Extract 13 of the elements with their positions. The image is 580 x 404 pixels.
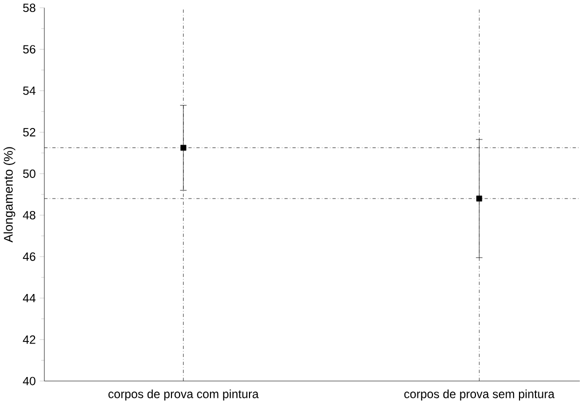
y-tick-label: 54	[23, 86, 36, 95]
x-tick-label: corpos de prova com pintura	[108, 389, 259, 400]
y-tick-label: 40	[22, 376, 36, 386]
y-tick-label: 42	[22, 335, 36, 344]
y-tick-label: 58	[23, 4, 36, 12]
y-tick-label: 46	[22, 252, 36, 261]
y-axis-title: Alongamento (%)	[4, 147, 16, 242]
y-tick-label: 56	[23, 45, 36, 54]
y-tick-label: 44	[22, 294, 36, 302]
y-tick-label: 48	[22, 210, 36, 220]
x-tick-label: corpos de prova sem pintura	[404, 389, 555, 400]
y-tick-label: 52	[23, 128, 36, 136]
y-tick-label: 50	[23, 169, 36, 178]
